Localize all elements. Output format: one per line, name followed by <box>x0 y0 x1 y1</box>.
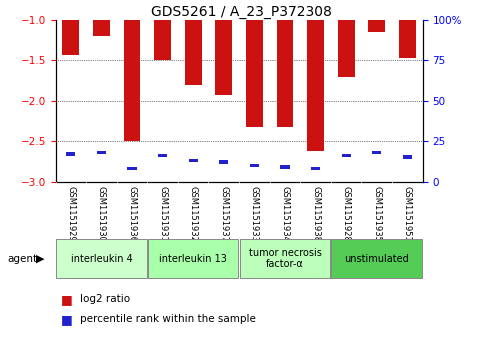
Text: GSM1151935: GSM1151935 <box>372 186 381 242</box>
Text: GSM1151934: GSM1151934 <box>281 186 289 242</box>
Bar <box>372 151 382 154</box>
FancyBboxPatch shape <box>148 240 239 278</box>
Text: GSM1151936: GSM1151936 <box>128 186 137 242</box>
Bar <box>97 151 106 154</box>
Bar <box>215 20 232 95</box>
Bar <box>93 20 110 36</box>
Bar <box>280 165 290 169</box>
Bar <box>128 167 137 170</box>
Text: GSM1151938: GSM1151938 <box>311 186 320 242</box>
Bar <box>246 20 263 127</box>
Bar <box>62 20 79 55</box>
Bar <box>66 152 75 156</box>
Bar <box>338 20 355 77</box>
Bar <box>185 20 201 85</box>
Text: tumor necrosis
factor-α: tumor necrosis factor-α <box>249 248 321 269</box>
Text: agent: agent <box>7 254 37 264</box>
Text: GSM1151932: GSM1151932 <box>189 186 198 242</box>
Text: interleukin 13: interleukin 13 <box>159 254 227 264</box>
Text: interleukin 4: interleukin 4 <box>71 254 132 264</box>
Text: ▶: ▶ <box>36 254 45 264</box>
Text: ■: ■ <box>60 313 72 326</box>
Text: GSM1151931: GSM1151931 <box>158 186 167 242</box>
Bar <box>311 167 320 170</box>
Text: GSM1151929: GSM1151929 <box>66 186 75 242</box>
Text: unstimulated: unstimulated <box>344 254 409 264</box>
Bar <box>124 20 141 141</box>
Text: GSM1151930: GSM1151930 <box>97 186 106 242</box>
Bar <box>154 20 171 60</box>
Bar <box>158 154 167 158</box>
Text: percentile rank within the sample: percentile rank within the sample <box>80 314 256 325</box>
Text: GSM1151951: GSM1151951 <box>403 186 412 242</box>
Bar <box>403 155 412 159</box>
Bar <box>219 160 228 164</box>
Bar <box>250 164 259 167</box>
Bar <box>277 20 293 127</box>
Bar <box>341 154 351 158</box>
Bar <box>188 159 198 162</box>
Text: log2 ratio: log2 ratio <box>80 294 130 305</box>
Bar <box>307 20 324 151</box>
Text: GSM1151933: GSM1151933 <box>250 186 259 242</box>
Bar <box>369 20 385 32</box>
Text: ■: ■ <box>60 293 72 306</box>
FancyBboxPatch shape <box>56 240 147 278</box>
FancyBboxPatch shape <box>240 240 330 278</box>
FancyBboxPatch shape <box>331 240 422 278</box>
Text: GSM1151928: GSM1151928 <box>341 186 351 242</box>
Text: GDS5261 / A_23_P372308: GDS5261 / A_23_P372308 <box>151 5 332 20</box>
Bar <box>399 20 416 58</box>
Text: GSM1151937: GSM1151937 <box>219 186 228 242</box>
